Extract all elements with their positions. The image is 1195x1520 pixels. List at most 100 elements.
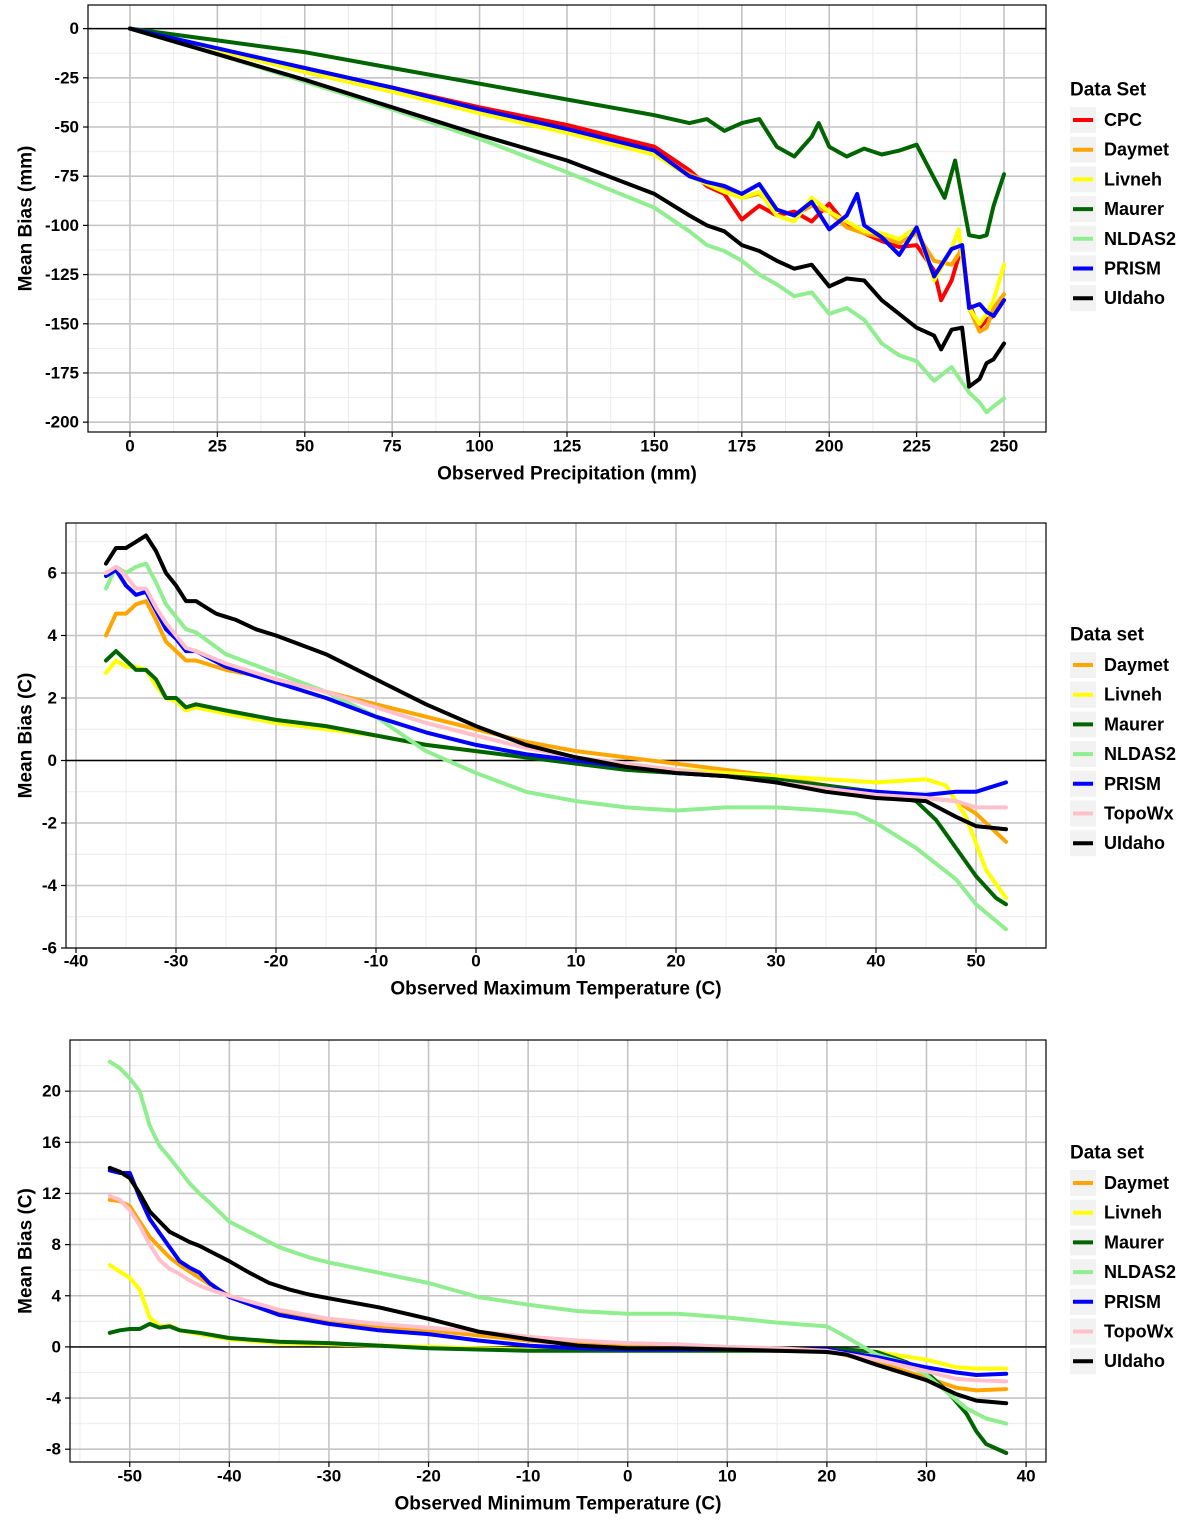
x-tick-label: -40	[64, 952, 89, 971]
y-axis-title: Mean Bias (C)	[16, 1188, 37, 1314]
plot-area	[66, 523, 1046, 948]
plot-border	[69, 1039, 1047, 1463]
x-tick-label: 30	[767, 952, 786, 971]
y-tick-label: -2	[42, 814, 57, 833]
y-tick-label: 4	[48, 626, 58, 645]
x-tick-label: 20	[667, 952, 686, 971]
legend-label-prism: PRISM	[1104, 259, 1161, 279]
legend-label-prism: PRISM	[1104, 1292, 1161, 1312]
x-tick-label: 250	[990, 437, 1018, 456]
legend-title: Data set	[1070, 625, 1145, 646]
y-tick-label: -8	[46, 1440, 61, 1459]
legend-label-livneh: Livneh	[1104, 169, 1162, 189]
series-line-uidaho	[104, 533, 1008, 832]
x-tick-label: 0	[125, 437, 134, 456]
series-line-maurer	[104, 649, 1008, 907]
legend-label-livneh: Livneh	[1104, 1203, 1162, 1223]
legend-label-maurer: Maurer	[1104, 199, 1164, 219]
y-tick-label: -25	[54, 68, 79, 87]
x-tick-label: 20	[817, 1467, 836, 1486]
y-tick-label: -4	[46, 1389, 62, 1408]
x-tick-label: 50	[967, 952, 986, 971]
y-tick-label: -150	[45, 314, 79, 333]
series-line-nldas2	[128, 26, 1006, 415]
precipitation-bias-chart: 0 25 50 75 100 125 150 175 200 225 250 0 -25 -50 -75 -1…	[0, 0, 1195, 500]
series-line-uidaho	[128, 26, 1006, 389]
y-tick-label: 0	[48, 751, 57, 770]
x-tick-label: -20	[416, 1467, 441, 1486]
x-tick-label: 175	[728, 437, 756, 456]
x-tick-label: -50	[117, 1467, 142, 1486]
plot-area	[70, 1040, 1046, 1462]
x-tick-label: 150	[640, 437, 668, 456]
y-tick-label: -4	[42, 876, 58, 895]
y-tick-label: -175	[45, 363, 79, 382]
series-line-maurer	[128, 26, 1006, 240]
y-tick-label: 4	[52, 1286, 62, 1305]
y-tick-label: 12	[42, 1184, 61, 1203]
x-tick-label: -20	[264, 952, 289, 971]
x-tick-label: -30	[164, 952, 189, 971]
precipitation-chart-svg: 0 25 50 75 100 125 150 175 200 225 250 0 -25 -50 -75 -1…	[16, 4, 1176, 485]
min-temperature-bias-chart: -50 -40 -30 -20 -10 0 10 20 30 40 20 16 12 8 4 0 -4 -8 Obs…	[0, 1030, 1195, 1520]
y-tick-label: -100	[45, 216, 79, 235]
legend-label-topowx: TopoWx	[1104, 804, 1174, 824]
y-tick-label: -6	[42, 939, 57, 958]
y-tick-label: 2	[48, 689, 57, 708]
x-tick-label: 10	[567, 952, 586, 971]
y-tick-label: 6	[48, 564, 57, 583]
y-tick-label: 0	[70, 19, 79, 38]
max-temperature-bias-chart: -40 -30 -20 -10 0 10 20 30 40 50 6 4 2 0 -2 -4 -6 Observe…	[0, 510, 1195, 1000]
series-line-topowx	[104, 564, 1008, 810]
x-tick-label: 10	[718, 1467, 737, 1486]
legend-label-nldas2: NLDAS2	[1104, 229, 1176, 249]
x-tick-label: 40	[867, 952, 886, 971]
legend-label-cpc: CPC	[1104, 110, 1142, 130]
x-tick-label: 75	[383, 437, 402, 456]
x-axis-title: Observed Maximum Temperature (C)	[390, 979, 721, 1000]
plot-border	[65, 522, 1047, 949]
y-tick-label: -200	[45, 413, 79, 432]
y-tick-label: -50	[54, 118, 79, 137]
series-line-prism	[128, 26, 1006, 318]
y-tick-label: -125	[45, 265, 79, 284]
legend-label-livneh: Livneh	[1104, 685, 1162, 705]
legend-label-uidaho: UIdaho	[1104, 1351, 1165, 1371]
x-tick-label: -30	[317, 1467, 342, 1486]
legend-label-daymet: Daymet	[1104, 140, 1169, 160]
x-tick-label: 225	[902, 437, 930, 456]
legend-label-topowx: TopoWx	[1104, 1322, 1174, 1342]
legend-label-maurer: Maurer	[1104, 714, 1164, 734]
y-axis-title: Mean Bias (mm)	[16, 146, 37, 292]
x-tick-label: 0	[623, 1467, 632, 1486]
y-tick-label: 16	[42, 1133, 61, 1152]
series-line-uidaho	[107, 1165, 1009, 1406]
x-tick-label: 30	[917, 1467, 936, 1486]
max-temperature-chart-svg: -40 -30 -20 -10 0 10 20 30 40 506420-2-4-6Observe…	[16, 522, 1176, 1000]
y-axis-title: Mean Bias (C)	[16, 673, 37, 799]
legend-title: Data set	[1070, 1143, 1145, 1164]
x-axis-title: Observed Precipitation (mm)	[437, 464, 697, 485]
x-tick-label: -40	[217, 1467, 242, 1486]
legend-label-daymet: Daymet	[1104, 1173, 1169, 1193]
legend-label-nldas2: NLDAS2	[1104, 1262, 1176, 1282]
legend-title: Data Set	[1070, 80, 1147, 101]
x-tick-label: 25	[208, 437, 227, 456]
x-tick-label: 0	[471, 952, 480, 971]
x-tick-label: -10	[516, 1467, 541, 1486]
y-tick-label: 0	[52, 1337, 61, 1356]
legend-label-prism: PRISM	[1104, 774, 1161, 794]
y-tick-label: 8	[52, 1235, 61, 1254]
y-tick-label: -75	[54, 167, 79, 186]
series-line-nldas2	[104, 561, 1008, 932]
legend-label-uidaho: UIdaho	[1104, 833, 1165, 853]
legend-label-uidaho: UIdaho	[1104, 288, 1165, 308]
min-temperature-chart-svg: -50 -40 -30 -20 -10 0 10 20 30 40201612840-4-8Obs…	[16, 1039, 1176, 1515]
x-tick-label: 50	[295, 437, 314, 456]
legend-label-nldas2: NLDAS2	[1104, 744, 1176, 764]
legend-label-maurer: Maurer	[1104, 1232, 1164, 1252]
x-axis-title: Observed Minimum Temperature (C)	[395, 1494, 722, 1515]
x-tick-label: 100	[465, 437, 493, 456]
x-tick-label: 125	[553, 437, 581, 456]
x-tick-label: -10	[364, 952, 389, 971]
